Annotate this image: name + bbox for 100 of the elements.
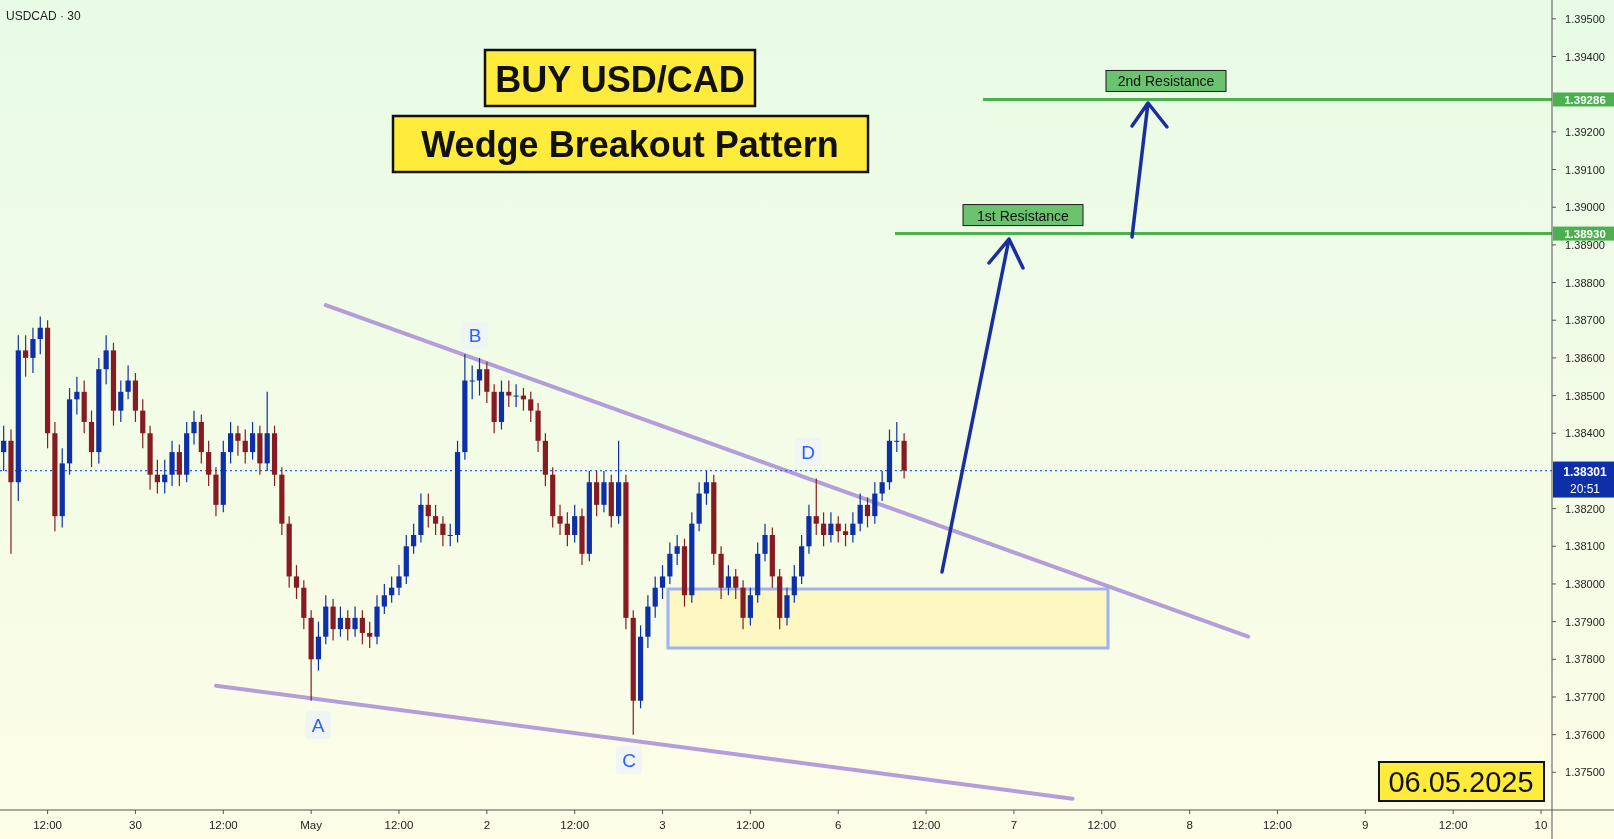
x-tick-label: 10 [1534, 819, 1548, 831]
y-tick-label: 1.39200 [1565, 125, 1605, 138]
annotation: C [622, 750, 636, 771]
candlestick [293, 564, 300, 600]
candlestick [835, 515, 841, 544]
x-tick-label: May [300, 819, 323, 831]
candlestick [564, 511, 570, 547]
y-tick-label: 1.37800 [1565, 653, 1605, 666]
candlestick [469, 364, 475, 400]
candlestick [557, 504, 563, 536]
candlestick [396, 564, 402, 596]
x-tick-label: 9 [1362, 819, 1369, 831]
candlestick [440, 515, 446, 547]
candlestick [850, 511, 856, 544]
x-tick-label: 8 [1186, 819, 1193, 831]
annotation: A [311, 715, 325, 736]
text: Wedge Breakout Pattern [421, 124, 839, 165]
candlestick [249, 421, 256, 461]
candlestick [432, 504, 439, 536]
ref-line-label: 1st Resistance [977, 207, 1070, 224]
candlestick [842, 523, 849, 547]
candlestick [389, 575, 395, 604]
x-tick-label: 12:00 [33, 819, 62, 831]
text: 1.39286 [1564, 93, 1606, 106]
candlestick [337, 605, 344, 638]
y-tick-label: 1.37900 [1565, 615, 1605, 628]
x-tick-label: 12:00 [1087, 819, 1117, 831]
y-tick-label: 1.37600 [1565, 728, 1605, 741]
candlestick [513, 383, 519, 408]
y-tick-label: 1.38900 [1565, 238, 1605, 251]
candlestick [791, 564, 797, 604]
candlestick [864, 496, 871, 529]
candlestick [506, 379, 512, 408]
y-tick-label: 1.39400 [1565, 50, 1605, 63]
ref-line-label: 1.38301 [1563, 464, 1608, 479]
y-tick-label: 1.39100 [1565, 163, 1605, 176]
candlestick [667, 541, 673, 585]
y-tick-label: 1.38400 [1565, 427, 1605, 440]
candlestick [381, 583, 387, 615]
candlestick [206, 440, 212, 487]
candlestick [594, 470, 600, 517]
y-tick-label: 1.38600 [1565, 351, 1605, 364]
candlestick [747, 587, 753, 626]
candlestick [228, 421, 234, 464]
candlestick [528, 391, 534, 423]
candlestick [140, 398, 146, 449]
candlestick [813, 477, 819, 536]
candlestick [345, 609, 351, 642]
y-tick-label: 1.38000 [1565, 577, 1605, 590]
candlestick [242, 428, 248, 464]
candlestick [733, 568, 739, 600]
candlestick [572, 504, 578, 544]
x-tick-label: 12:00 [911, 819, 941, 831]
y-tick-label: 1.38700 [1565, 314, 1605, 327]
candlestick [857, 492, 863, 532]
candlestick [315, 621, 322, 672]
candlestick [601, 470, 607, 513]
annotation: D [801, 442, 815, 463]
candlestick [762, 523, 768, 562]
candlestick [30, 327, 36, 374]
candlestick [872, 481, 878, 525]
candlestick [447, 523, 453, 547]
x-tick-label: 12:00 [735, 819, 765, 831]
x-tick-label: 12:00 [1438, 819, 1468, 831]
candlestick [162, 459, 168, 495]
text: 1.38930 [1564, 228, 1606, 241]
candlestick [103, 334, 109, 385]
candlestick [169, 440, 175, 487]
candlestick [118, 379, 124, 423]
y-tick-label: 1.37700 [1565, 690, 1605, 703]
y-tick-label: 1.38100 [1565, 540, 1605, 553]
y-tick-label: 1.39000 [1565, 201, 1605, 214]
candlestick [125, 364, 131, 400]
y-tick-label: 1.38200 [1565, 502, 1605, 515]
candlestick [359, 609, 365, 645]
y-tick-label: 1.38500 [1565, 389, 1605, 402]
x-tick-label: 3 [659, 819, 666, 831]
candlestick [352, 605, 358, 638]
candlestick [191, 410, 197, 446]
candlestick [37, 315, 43, 355]
y-tick-label: 1.38800 [1565, 276, 1605, 289]
text: BUY USD/CAD [495, 59, 745, 100]
candlestick [330, 598, 336, 642]
candlestick [411, 523, 417, 555]
x-tick-label: 12:00 [560, 819, 590, 831]
ref-line-label: 2nd Resistance [1117, 73, 1215, 90]
candlestick [367, 621, 373, 649]
candlestick [23, 334, 29, 378]
candlestick [1, 425, 7, 472]
x-tick-label: 12:00 [208, 819, 238, 831]
candlestick [879, 470, 885, 502]
x-tick-label: 6 [835, 819, 842, 831]
x-tick-label: 30 [129, 819, 142, 831]
annotation: 06.05.2025 [1388, 766, 1534, 798]
candlestick [652, 575, 658, 619]
x-tick-label: 12:00 [384, 819, 414, 831]
candlestick [820, 511, 827, 547]
candlestick [154, 459, 160, 495]
candlestick [74, 376, 80, 416]
text: 20:51 [1569, 481, 1601, 496]
